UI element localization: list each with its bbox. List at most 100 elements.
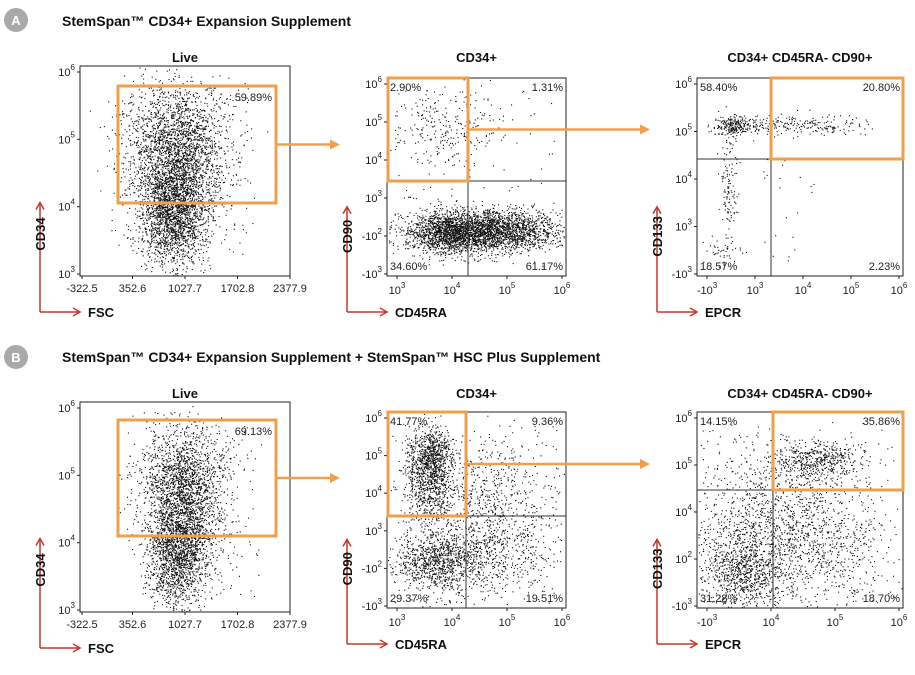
scatter-point: [120, 114, 121, 115]
scatter-point: [149, 183, 150, 184]
scatter-point: [150, 243, 151, 244]
scatter-point: [155, 163, 156, 164]
scatter-point: [240, 180, 241, 181]
scatter-point: [216, 126, 217, 127]
scatter-point: [159, 230, 160, 231]
scatter-point: [143, 147, 144, 148]
scatter-point: [170, 245, 171, 246]
scatter-point: [202, 129, 203, 130]
scatter-point: [173, 125, 174, 126]
scatter-point: [451, 207, 452, 208]
scatter-point: [186, 206, 187, 207]
scatter-point: [188, 108, 189, 109]
scatter-point: [171, 171, 172, 172]
scatter-point: [205, 128, 206, 129]
scatter-point: [512, 228, 513, 229]
scatter-point: [154, 112, 155, 113]
scatter-point: [184, 95, 185, 96]
scatter-point: [176, 179, 177, 180]
scatter-point: [187, 116, 188, 117]
scatter-point: [167, 193, 168, 194]
scatter-point: [225, 163, 226, 164]
scatter-point: [205, 229, 206, 230]
scatter-point: [190, 109, 191, 110]
scatter-point: [130, 165, 131, 166]
scatter-point: [139, 232, 140, 233]
scatter-point: [189, 154, 190, 155]
scatter-point: [148, 110, 149, 111]
scatter-point: [186, 175, 187, 176]
scatter-point: [201, 165, 202, 166]
scatter-point: [201, 128, 202, 129]
scatter-point: [217, 131, 218, 132]
scatter-point: [167, 134, 168, 135]
scatter-point: [210, 200, 211, 201]
scatter-point: [181, 228, 182, 229]
scatter-point: [160, 107, 161, 108]
scatter-point: [146, 196, 147, 197]
scatter-point: [194, 137, 195, 138]
scatter-point: [148, 261, 149, 262]
scatter-point: [155, 133, 156, 134]
scatter-point: [196, 251, 197, 252]
scatter-point: [177, 269, 178, 270]
scatter-point: [171, 118, 172, 119]
scatter-point: [164, 92, 165, 93]
scatter-point: [238, 158, 239, 159]
scatter-point: [161, 134, 162, 135]
scatter-point: [552, 234, 553, 235]
scatter-point: [138, 140, 139, 141]
scatter-point: [185, 166, 186, 167]
scatter-point: [166, 235, 167, 236]
scatter-point: [207, 260, 208, 261]
scatter-point: [133, 162, 134, 163]
scatter-point: [168, 261, 169, 262]
scatter-point: [227, 146, 228, 147]
scatter-point: [130, 143, 131, 144]
scatter-point: [178, 98, 179, 99]
scatter-point: [149, 150, 150, 151]
scatter-point: [172, 116, 173, 117]
scatter-point: [164, 181, 165, 182]
scatter-point: [168, 132, 169, 133]
scatter-point: [123, 163, 124, 164]
scatter-point: [188, 252, 189, 253]
scatter-point: [107, 166, 108, 167]
scatter-point: [190, 94, 191, 95]
scatter-point: [213, 100, 214, 101]
scatter-point: [122, 143, 123, 144]
scatter-point: [200, 240, 201, 241]
scatter-point: [204, 137, 205, 138]
scatter-point: [231, 143, 232, 144]
scatter-point: [199, 168, 200, 169]
scatter-point: [143, 132, 144, 133]
scatter-point: [520, 237, 521, 238]
scatter-point: [210, 268, 211, 269]
scatter-point: [165, 101, 166, 102]
scatter-point: [203, 163, 204, 164]
scatter-point: [179, 200, 180, 201]
scatter-point: [181, 108, 182, 109]
scatter-point: [146, 206, 147, 207]
scatter-point: [187, 101, 188, 102]
scatter-point: [153, 193, 154, 194]
scatter-point: [178, 118, 179, 119]
scatter-point: [156, 167, 157, 168]
scatter-point: [177, 242, 178, 243]
scatter-point: [155, 198, 156, 199]
scatter-point: [163, 221, 164, 222]
scatter-point: [175, 218, 176, 219]
scatter-point: [167, 233, 168, 234]
scatter-point: [202, 148, 203, 149]
scatter-point: [200, 138, 201, 139]
scatter-point: [167, 169, 168, 170]
scatter-point: [166, 242, 167, 243]
scatter-point: [137, 170, 138, 171]
scatter-point: [172, 236, 173, 237]
scatter-point: [174, 125, 175, 126]
scatter-point: [148, 185, 149, 186]
scatter-point: [123, 235, 124, 236]
scatter-point: [155, 194, 156, 195]
scatter-point: [125, 176, 126, 177]
scatter-point: [197, 162, 198, 163]
